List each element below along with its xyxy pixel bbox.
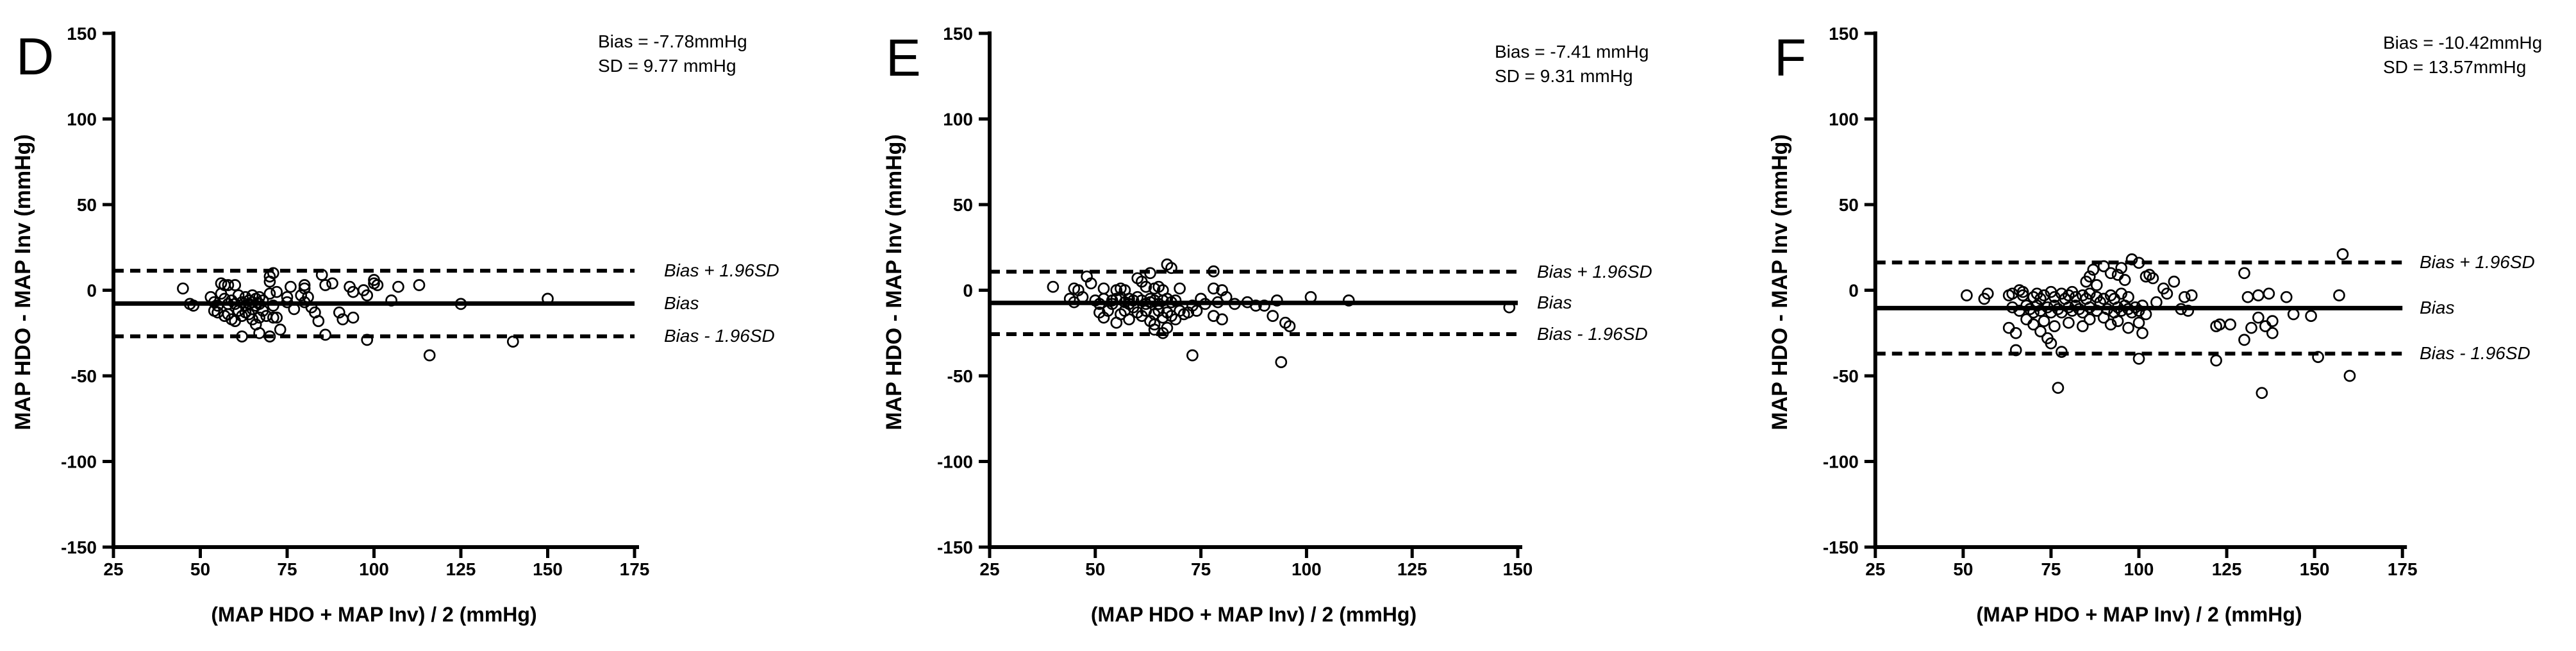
bias-line-label: Bias <box>664 293 699 314</box>
svg-text:-150: -150 <box>61 537 97 557</box>
svg-text:25: 25 <box>103 559 123 579</box>
svg-text:-100: -100 <box>937 452 973 472</box>
x-axis-title: (MAP HDO + MAP Inv) / 2 (mmHg) <box>1976 603 2302 626</box>
svg-text:175: 175 <box>620 559 650 579</box>
bland-altman-panel-f: F MAP HDO - MAP Inv (mmHg) 150 100 50 0 -50-… <box>1718 0 2576 651</box>
bias-value-text: Bias = -10.42mmHg <box>2383 33 2543 53</box>
sd-value-text: SD = 9.77 mmHg <box>598 56 736 76</box>
svg-text:150: 150 <box>1503 559 1533 579</box>
svg-text:100: 100 <box>359 559 389 579</box>
svg-text:100: 100 <box>943 110 973 130</box>
svg-text:50: 50 <box>77 195 97 215</box>
svg-text:150: 150 <box>1829 24 1859 44</box>
svg-text:125: 125 <box>446 559 476 579</box>
svg-text:50: 50 <box>1953 559 1973 579</box>
bias-value-text: Bias = -7.78mmHg <box>598 31 747 51</box>
svg-text:75: 75 <box>2041 559 2061 579</box>
svg-text:150: 150 <box>2300 559 2330 579</box>
svg-text:-150: -150 <box>937 537 973 557</box>
bland-altman-panel-d: D MAP HDO - MAP Inv (mmHg) 150 100 50 0 -50-… <box>0 0 859 651</box>
svg-text:75: 75 <box>1191 559 1211 579</box>
bias-line-label: Bias <box>2420 298 2455 318</box>
svg-text:-100: -100 <box>61 452 97 472</box>
panel-letter: D <box>16 28 54 86</box>
upper-loa-label: Bias + 1.96SD <box>664 260 779 281</box>
svg-text:100: 100 <box>2124 559 2154 579</box>
lower-loa-label: Bias - 1.96SD <box>1537 324 1648 344</box>
svg-text:125: 125 <box>2212 559 2242 579</box>
lower-loa-label: Bias - 1.96SD <box>664 326 775 346</box>
bias-annotation: Bias = -7.41 mmHg SD = 9.31 mmHg <box>1495 40 1649 89</box>
svg-text:-150: -150 <box>1823 537 1859 557</box>
upper-loa-label: Bias + 1.96SD <box>2420 252 2535 273</box>
svg-text:100: 100 <box>1829 109 1859 129</box>
svg-text:150: 150 <box>533 559 563 579</box>
svg-text:75: 75 <box>277 559 297 579</box>
svg-text:100: 100 <box>1292 559 1322 579</box>
bias-line-label: Bias <box>1537 292 1572 313</box>
svg-text:25: 25 <box>1865 559 1885 579</box>
scatter-plot: 150 100 50 0 -50 -100 -150 25 50 75 100 125 150 175 <box>1823 24 2418 579</box>
sd-value-text: SD = 13.57mmHg <box>2383 57 2527 77</box>
svg-text:150: 150 <box>67 24 97 44</box>
svg-text:-50: -50 <box>71 366 97 386</box>
bias-value-text: Bias = -7.41 mmHg <box>1495 42 1649 62</box>
svg-text:100: 100 <box>67 110 97 130</box>
bias-annotation: Bias = -10.42mmHg SD = 13.57mmHg <box>2383 31 2542 80</box>
svg-text:0: 0 <box>963 281 973 301</box>
x-axis-title: (MAP HDO + MAP Inv) / 2 (mmHg) <box>1090 603 1417 626</box>
svg-text:50: 50 <box>1085 559 1105 579</box>
svg-text:0: 0 <box>1849 280 1859 300</box>
svg-text:50: 50 <box>953 195 973 215</box>
scatter-plot: 150 100 50 0 -50 -100 -150 25 50 75 100 125 150 175 <box>61 24 650 579</box>
panel-letter: E <box>886 29 921 87</box>
svg-text:-50: -50 <box>947 366 973 386</box>
svg-text:50: 50 <box>1839 195 1859 215</box>
svg-text:125: 125 <box>1397 559 1427 579</box>
upper-loa-label: Bias + 1.96SD <box>1537 261 1652 282</box>
svg-text:-50: -50 <box>1832 366 1858 386</box>
x-axis-title: (MAP HDO + MAP Inv) / 2 (mmHg) <box>211 603 537 626</box>
svg-text:50: 50 <box>190 559 210 579</box>
svg-text:-100: -100 <box>1823 452 1859 471</box>
svg-text:175: 175 <box>2388 559 2418 579</box>
lower-loa-label: Bias - 1.96SD <box>2420 343 2530 364</box>
svg-text:150: 150 <box>943 24 973 44</box>
panel-letter: F <box>1774 29 1807 87</box>
svg-text:0: 0 <box>87 281 97 301</box>
sd-value-text: SD = 9.31 mmHg <box>1495 66 1633 86</box>
bland-altman-panel-e: E MAP HDO - MAP Inv (mmHg) 150 100 50 0 -50-… <box>859 0 1718 651</box>
svg-text:25: 25 <box>979 559 999 579</box>
scatter-plot: 150 100 50 0 -50 -100 -150 25 50 75 100 125 150 <box>937 24 1533 579</box>
bias-annotation: Bias = -7.78mmHg SD = 9.77 mmHg <box>598 30 747 78</box>
